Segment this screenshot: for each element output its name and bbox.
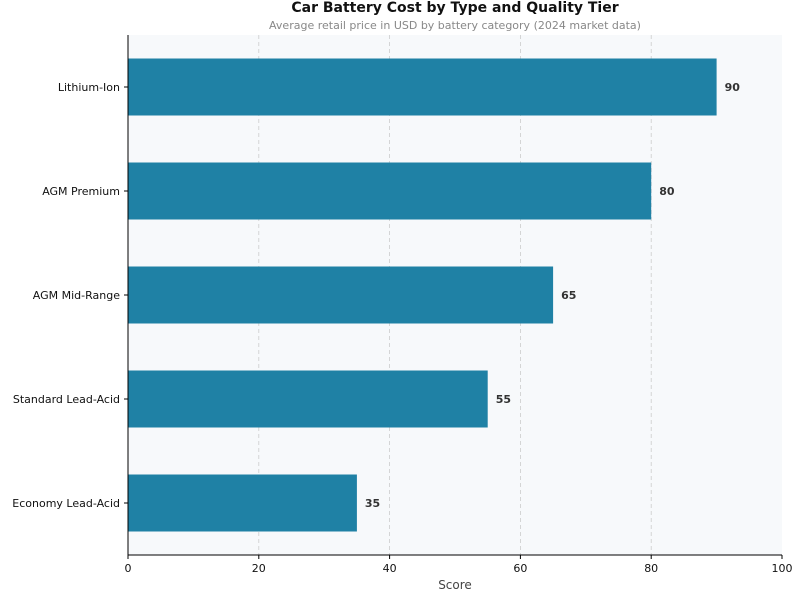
bar <box>128 370 488 428</box>
y-tick-label: AGM Mid-Range <box>33 289 120 302</box>
data-label: 90 <box>725 81 741 94</box>
chart-subtitle: Average retail price in USD by battery c… <box>269 19 641 32</box>
x-tick-label: 20 <box>252 562 266 575</box>
bar <box>128 266 554 324</box>
data-label: 65 <box>561 289 576 302</box>
y-tick-label: Standard Lead-Acid <box>13 393 120 406</box>
x-tick-label: 40 <box>383 562 397 575</box>
x-tick-label: 0 <box>125 562 132 575</box>
chart-title: Car Battery Cost by Type and Quality Tie… <box>291 0 619 16</box>
y-tick-label: Lithium-Ion <box>58 81 120 94</box>
y-tick-label: AGM Premium <box>42 185 120 198</box>
x-tick-label: 80 <box>644 562 658 575</box>
bar <box>128 58 717 116</box>
data-label: 55 <box>496 393 511 406</box>
data-label: 80 <box>659 185 675 198</box>
bar <box>128 474 357 532</box>
x-tick-label: 100 <box>772 562 793 575</box>
x-tick-label: 60 <box>513 562 527 575</box>
data-label: 35 <box>365 497 380 510</box>
y-tick-label: Economy Lead-Acid <box>12 497 120 510</box>
x-axis-label: Score <box>438 578 472 592</box>
bar <box>128 162 652 220</box>
